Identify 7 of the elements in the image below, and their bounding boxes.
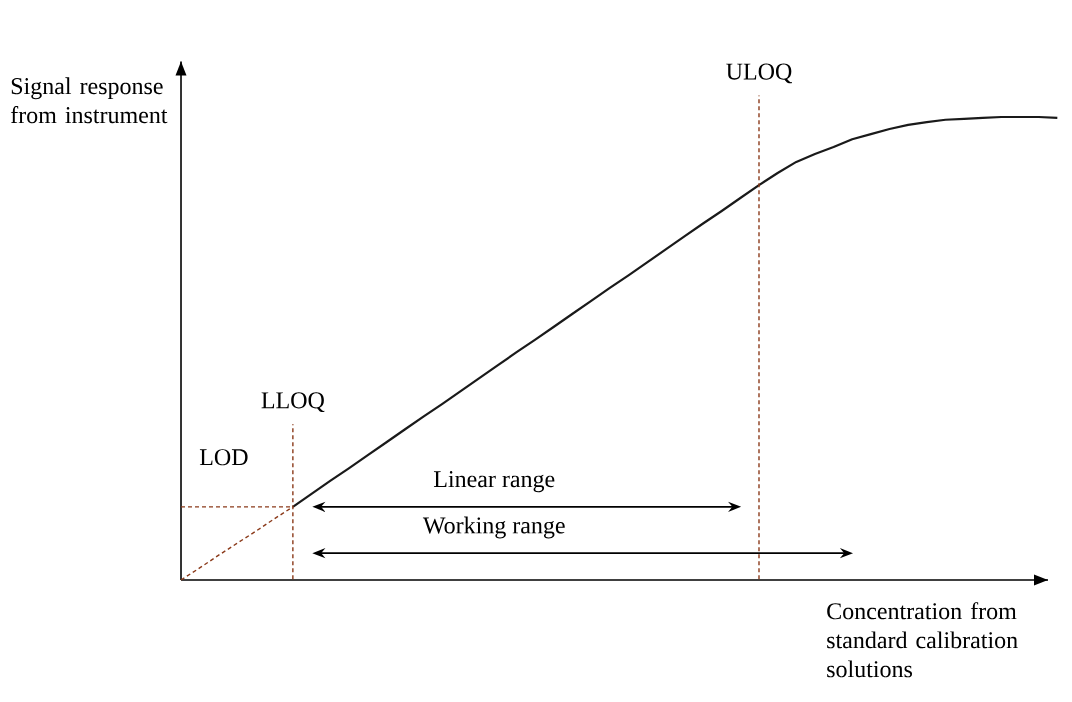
text: ULOQ	[726, 63, 792, 84]
annotation: LOD	[199, 449, 248, 466]
y-axis-title: Signal response from instrument	[10, 77, 168, 124]
annotation: Working range	[422, 516, 565, 539]
annotation: LLOQ	[261, 392, 325, 413]
x-axis-title: Concentration from standard calibration solutions	[827, 602, 1018, 678]
annotation: Linear range	[433, 471, 555, 493]
